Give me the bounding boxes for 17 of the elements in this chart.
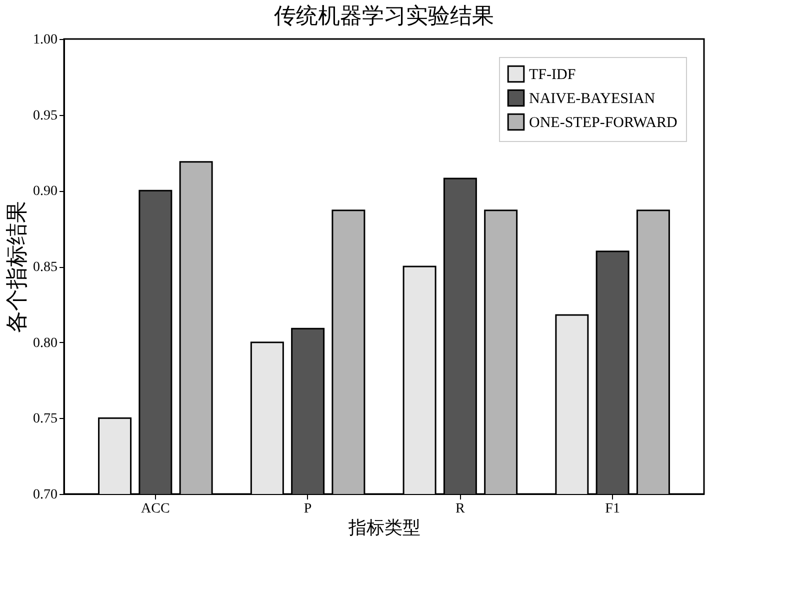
y-tick-label: 0.85 bbox=[33, 260, 58, 275]
y-tick-label: 1.00 bbox=[33, 32, 58, 48]
legend-label: NAIVE-BAYESIAN bbox=[529, 91, 656, 107]
x-tick-label: R bbox=[456, 502, 466, 516]
legend-label: TF-IDF bbox=[529, 67, 576, 83]
x-tick-label: F1 bbox=[605, 502, 620, 516]
y-tick-label: 0.80 bbox=[33, 336, 58, 351]
x-axis-title: 指标类型 bbox=[348, 518, 420, 538]
y-axis-title: 各个指标结果 bbox=[4, 201, 29, 333]
chart-title: 传统机器学习实验结果 bbox=[274, 3, 494, 28]
legend-label: ONE-STEP-FORWARD bbox=[529, 115, 678, 131]
y-tick-label: 0.75 bbox=[33, 412, 58, 427]
y-tick-label: 0.70 bbox=[33, 488, 58, 502]
y-tick-label: 0.90 bbox=[33, 184, 58, 200]
x-tick-label: ACC bbox=[141, 502, 170, 516]
x-tick-label: P bbox=[304, 502, 312, 516]
y-tick-label: 0.95 bbox=[33, 108, 58, 124]
